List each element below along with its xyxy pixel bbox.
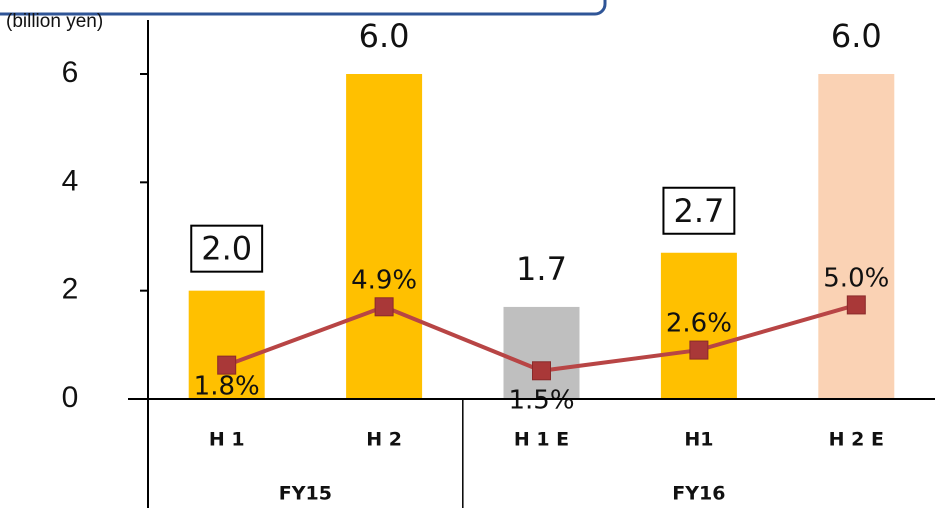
x-tick-label: H 2 E [829,429,884,451]
y-tick-label: 0 [62,381,79,414]
x-tick-label: H 1 [209,429,245,451]
line-value-label: 1.8% [194,372,260,402]
line-value-label: 1.5% [508,385,574,415]
x-tick-label: H1 [684,429,713,451]
group-label: FY16 [672,483,725,505]
line-value-label: 2.6% [666,309,732,339]
line-value-label: 4.9% [351,265,417,295]
y-axis-label: (billion yen) [6,11,103,32]
y-tick-label: 6 [62,56,79,89]
bar-value-label: 6.0 [831,17,882,55]
value-box [662,186,736,235]
y-tick-label: 2 [62,273,79,306]
bar-value-label: 2.0 [201,230,252,268]
bar [346,74,423,399]
group-label: FY15 [279,483,332,505]
line-marker [689,340,709,360]
bar-value-label: 2.7 [673,192,724,230]
line-marker [846,295,866,315]
header-frame [0,0,607,16]
line-value-label: 5.0% [823,263,889,293]
bar [818,74,895,399]
line-marker [532,361,551,381]
bar [660,252,737,399]
y-tick-label: 4 [62,164,79,197]
bar [188,290,265,399]
line-marker [217,355,237,375]
x-tick-label: H 2 [366,429,402,451]
bar-value-label: 1.7 [516,250,567,288]
bar-value-label: 6.0 [359,17,410,55]
line-marker [374,297,394,317]
x-tick-label: H 1 E [514,429,569,451]
value-box [190,224,264,273]
bar [503,306,580,399]
